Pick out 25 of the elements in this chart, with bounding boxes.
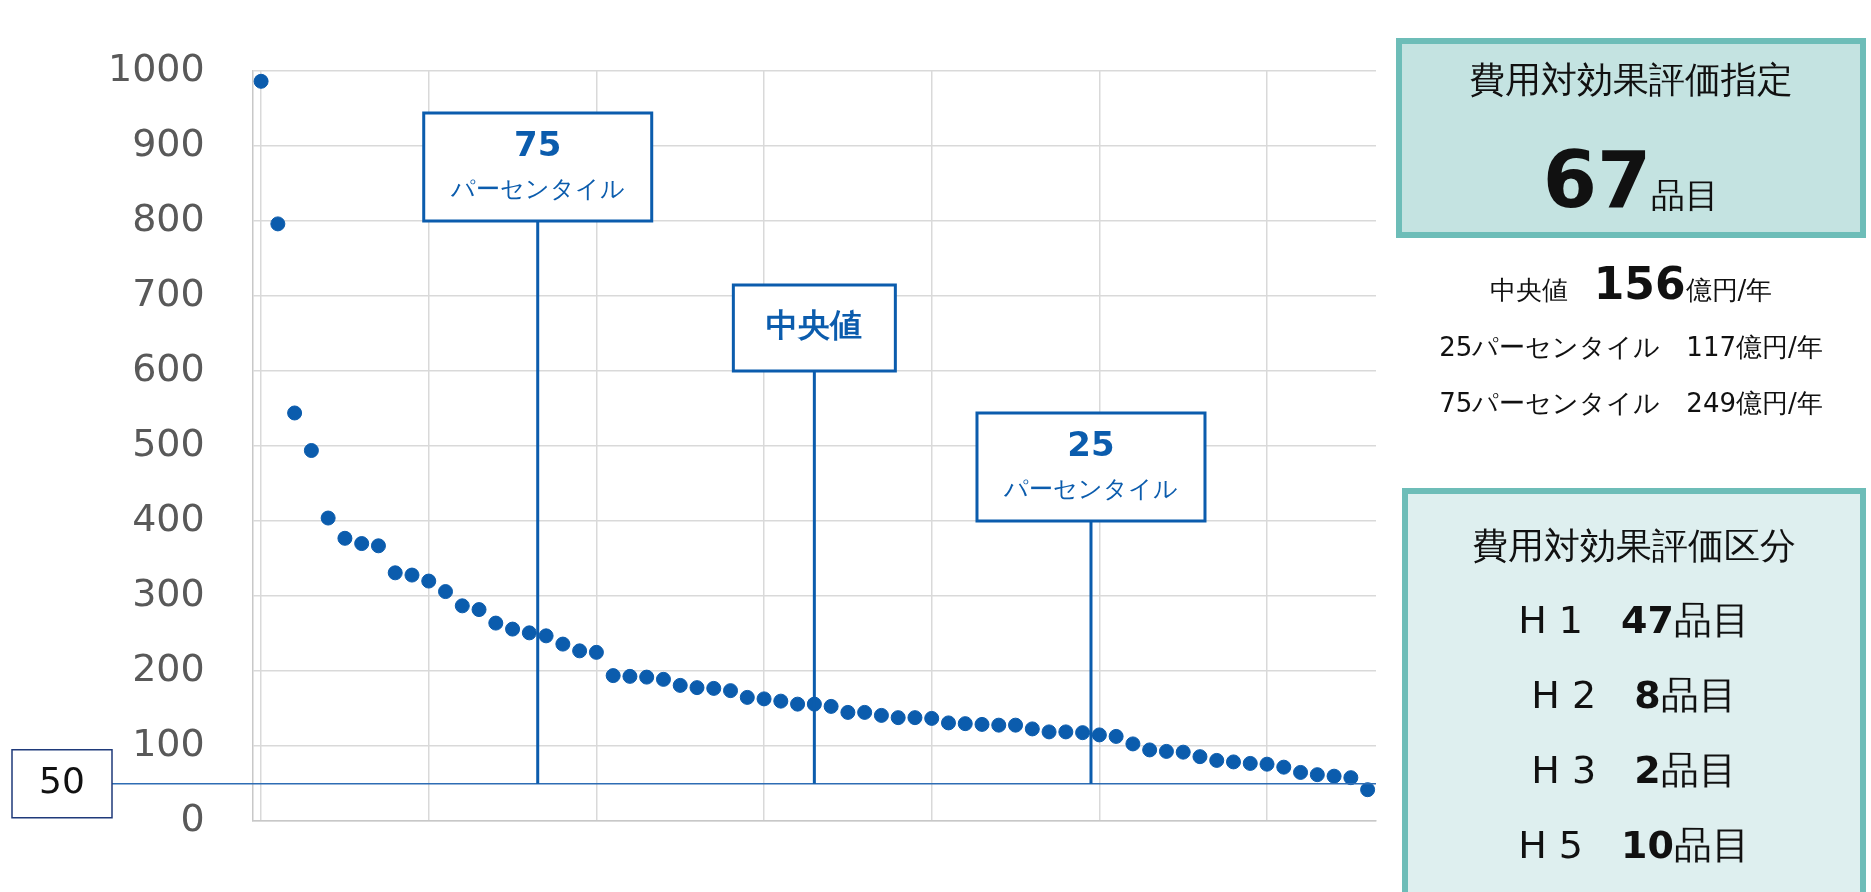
text: H 1 47品目: [1518, 598, 1750, 642]
ref-line-label: 50: [39, 760, 85, 802]
y-tick-label: 0: [180, 796, 205, 841]
text: 67品目: [1542, 135, 1720, 225]
y-tick-label: 600: [132, 345, 205, 390]
text: 75パーセンタイル 249億円/年: [1438, 387, 1824, 420]
text: 費用対効果評価指定: [1468, 58, 1794, 102]
text: H 3 2品目: [1531, 748, 1737, 792]
text: H 5 10品目: [1518, 823, 1750, 867]
y-tick-label: 700: [132, 270, 205, 315]
y-tick-label: 400: [132, 495, 205, 540]
y-tick-label: 300: [132, 570, 205, 615]
y-tick-label: 1000: [107, 45, 205, 90]
y-tick-label: 800: [132, 195, 205, 240]
text: H 2 8品目: [1531, 673, 1737, 717]
y-tick-label: 500: [132, 420, 205, 465]
y-tick-label: 200: [132, 645, 205, 690]
y-tick-label: 900: [132, 120, 205, 165]
annotation: 75 パーセンタイル: [449, 123, 625, 204]
text: 25パーセンタイル 117億円/年: [1438, 331, 1824, 364]
annotation: 中央値: [766, 306, 863, 345]
text: 中央値 156億円/年: [1489, 258, 1773, 309]
text: 費用対効果評価区分: [1471, 524, 1797, 568]
annotation: 25 パーセンタイル: [1002, 423, 1178, 504]
y-tick-label: 100: [132, 721, 205, 766]
